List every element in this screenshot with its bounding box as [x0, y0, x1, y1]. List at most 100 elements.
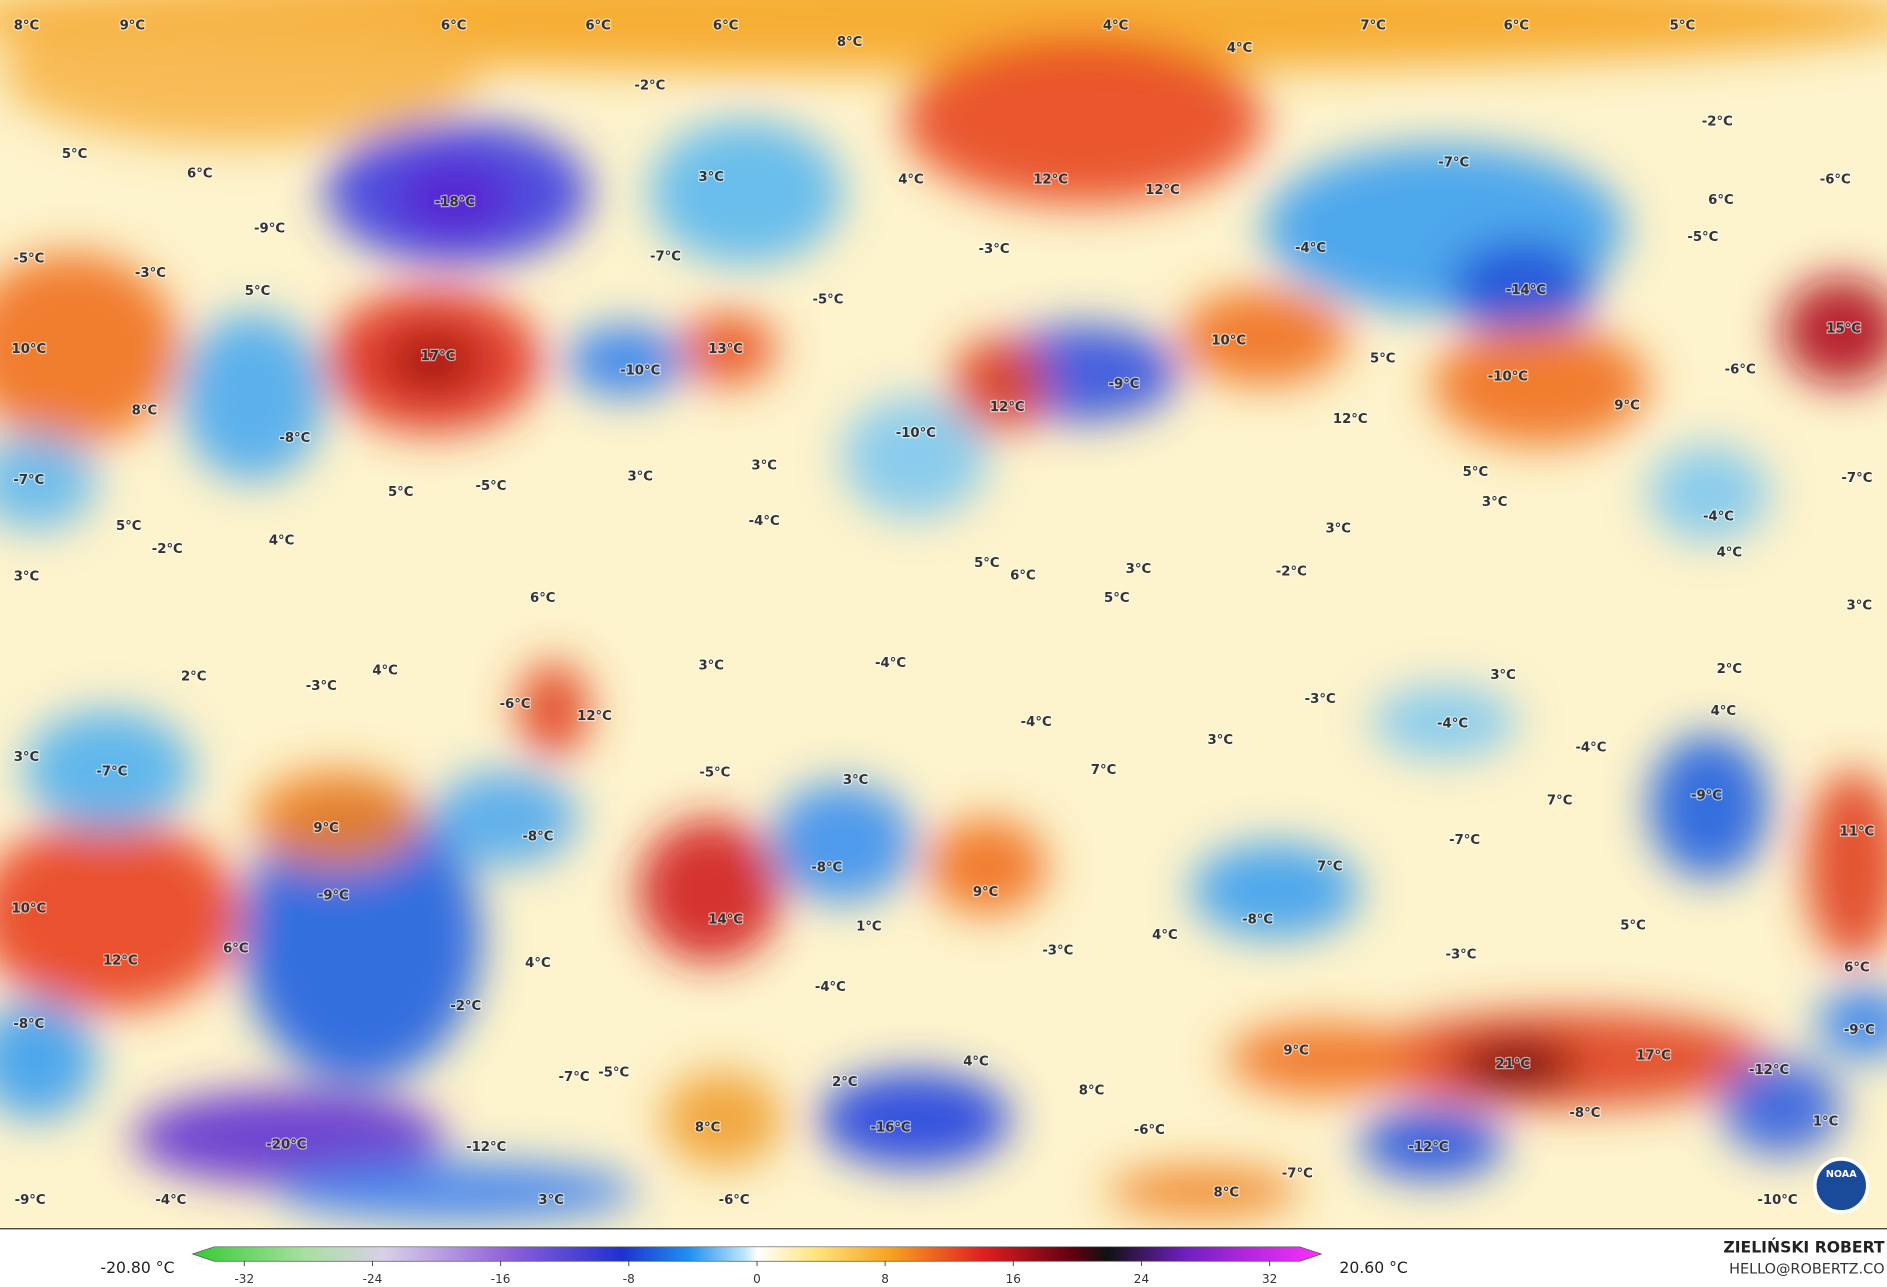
temperature-label: 1°C — [1813, 1115, 1839, 1130]
colorbar-tick-label: 0 — [753, 1272, 761, 1286]
temperature-label: -6°C — [500, 697, 531, 712]
temperature-label: 7°C — [1317, 860, 1343, 875]
anomaly-blob — [649, 120, 843, 265]
anomaly-blob — [517, 661, 590, 759]
credit-name: ZIELIŃSKI ROBERT — [1723, 1238, 1885, 1257]
temperature-label: -4°C — [1437, 716, 1468, 731]
temperature-label: 3°C — [698, 659, 724, 674]
temperature-label: 6°C — [1708, 193, 1734, 208]
anomaly-blob — [565, 324, 686, 398]
temperature-label: 6°C — [1844, 961, 1870, 976]
temperature-label: 8°C — [695, 1121, 721, 1136]
temperature-label: 12°C — [577, 709, 612, 724]
temperature-label: 8°C — [1214, 1186, 1240, 1201]
colorbar-tick-label: 24 — [1134, 1272, 1149, 1286]
temperature-label: -12°C — [1408, 1140, 1448, 1155]
temperature-label: 4°C — [1152, 928, 1178, 943]
temperature-label: 5°C — [1620, 918, 1646, 933]
temperature-label: 6°C — [223, 941, 249, 956]
anomaly-blob — [394, 162, 516, 235]
temperature-label: -14°C — [1506, 283, 1546, 298]
temperature-label: 17°C — [1636, 1048, 1671, 1063]
temperature-label: 4°C — [1717, 545, 1743, 560]
temperature-label: -10°C — [1757, 1193, 1797, 1208]
temperature-label: 2°C — [1717, 662, 1743, 677]
temperature-label: -4°C — [815, 980, 846, 995]
anomaly-blob — [0, 252, 181, 446]
anomaly-blob — [1648, 734, 1770, 879]
anomaly-blob — [842, 397, 987, 518]
temperature-label: 10°C — [12, 342, 47, 357]
colorbar-tick-label: -8 — [623, 1272, 635, 1286]
temperature-label: 4°C — [372, 663, 398, 678]
temperature-label: -10°C — [896, 426, 936, 441]
anomaly-blob — [679, 312, 777, 386]
anomaly-blob — [1227, 1022, 1421, 1096]
temperature-label: -12°C — [1749, 1063, 1789, 1078]
temperature-label: 2°C — [181, 669, 207, 684]
temperature-label: 3°C — [627, 470, 653, 485]
temperature-label: 8°C — [1079, 1083, 1105, 1098]
temperature-label: -7°C — [650, 249, 681, 264]
temperature-label: -8°C — [1242, 912, 1273, 927]
temperature-label: 13°C — [708, 342, 743, 357]
temperature-label: -2°C — [1276, 565, 1307, 580]
temperature-label: -6°C — [1725, 362, 1756, 377]
temperature-label: -5°C — [13, 252, 44, 267]
temperature-label: 17°C — [421, 349, 456, 364]
temperature-label: -8°C — [279, 431, 310, 446]
temperature-label: 3°C — [538, 1193, 564, 1208]
temperature-label: 3°C — [1490, 668, 1516, 683]
temperature-label: 5°C — [245, 284, 271, 299]
temperature-label: 4°C — [1227, 41, 1253, 56]
temperature-label: -4°C — [875, 656, 906, 671]
anomaly-blob — [1371, 685, 1517, 759]
temperature-label: 9°C — [313, 821, 339, 836]
temperature-label: 8°C — [837, 35, 863, 50]
temperature-label: -9°C — [1691, 788, 1722, 803]
temperature-label: 12°C — [1033, 172, 1068, 187]
colorbar-ramp — [191, 1246, 1323, 1262]
temperature-label: -4°C — [749, 514, 780, 529]
temperature-label: -18°C — [435, 195, 475, 210]
anomaly-blob — [661, 1071, 783, 1168]
temperature-label: -4°C — [155, 1193, 186, 1208]
colorbar-tick-label: -24 — [363, 1272, 383, 1286]
temperature-label: 9°C — [973, 885, 999, 900]
temperature-label: 5°C — [1670, 18, 1696, 33]
temperature-label: -16°C — [870, 1121, 910, 1136]
temperature-label: 12°C — [1333, 412, 1368, 427]
anomaly-blob — [0, 433, 97, 530]
anomaly-field — [0, 0, 1887, 1222]
temperature-label: 4°C — [963, 1054, 989, 1069]
anomaly-blob — [132, 1089, 446, 1186]
temperature-label: -4°C — [1703, 509, 1734, 524]
temperature-label: 5°C — [1370, 352, 1396, 367]
temperature-label: -9°C — [15, 1193, 46, 1208]
temperature-label: 9°C — [1283, 1044, 1309, 1059]
temperature-label: -10°C — [1488, 370, 1528, 385]
logo: NOAA — [1812, 1157, 1870, 1214]
anomaly-blob — [818, 1071, 1011, 1168]
anomaly-blob — [240, 794, 482, 1084]
temperature-label: 6°C — [1504, 18, 1530, 33]
temperature-label: 5°C — [388, 485, 414, 500]
temperature-label: 8°C — [132, 403, 158, 418]
temperature-label: 4°C — [898, 172, 924, 187]
temperature-label: 7°C — [1091, 763, 1117, 778]
temperature-label: -10°C — [620, 364, 660, 379]
anomaly-blob — [637, 818, 783, 963]
temperature-label: 7°C — [1547, 793, 1573, 808]
temperature-label: -7°C — [1282, 1166, 1313, 1181]
anomaly-blob — [0, 998, 97, 1120]
temperature-label: 5°C — [62, 147, 88, 162]
anomaly-blob — [180, 312, 325, 482]
temperature-label: -5°C — [598, 1065, 629, 1080]
anomaly-blob — [0, 818, 241, 1011]
temperature-label: 3°C — [698, 170, 724, 185]
anomaly-blob — [252, 770, 422, 867]
temperature-label: -9°C — [1844, 1023, 1875, 1038]
temperature-label: 3°C — [1482, 495, 1508, 510]
map-labels: 8°C 9°C 6°C 6°C 6°C 8°C 4°C 4°C 7°C 6°C 5°C -2°C -2°… — [10, 17, 1876, 1209]
temperature-label: -3°C — [135, 266, 166, 281]
